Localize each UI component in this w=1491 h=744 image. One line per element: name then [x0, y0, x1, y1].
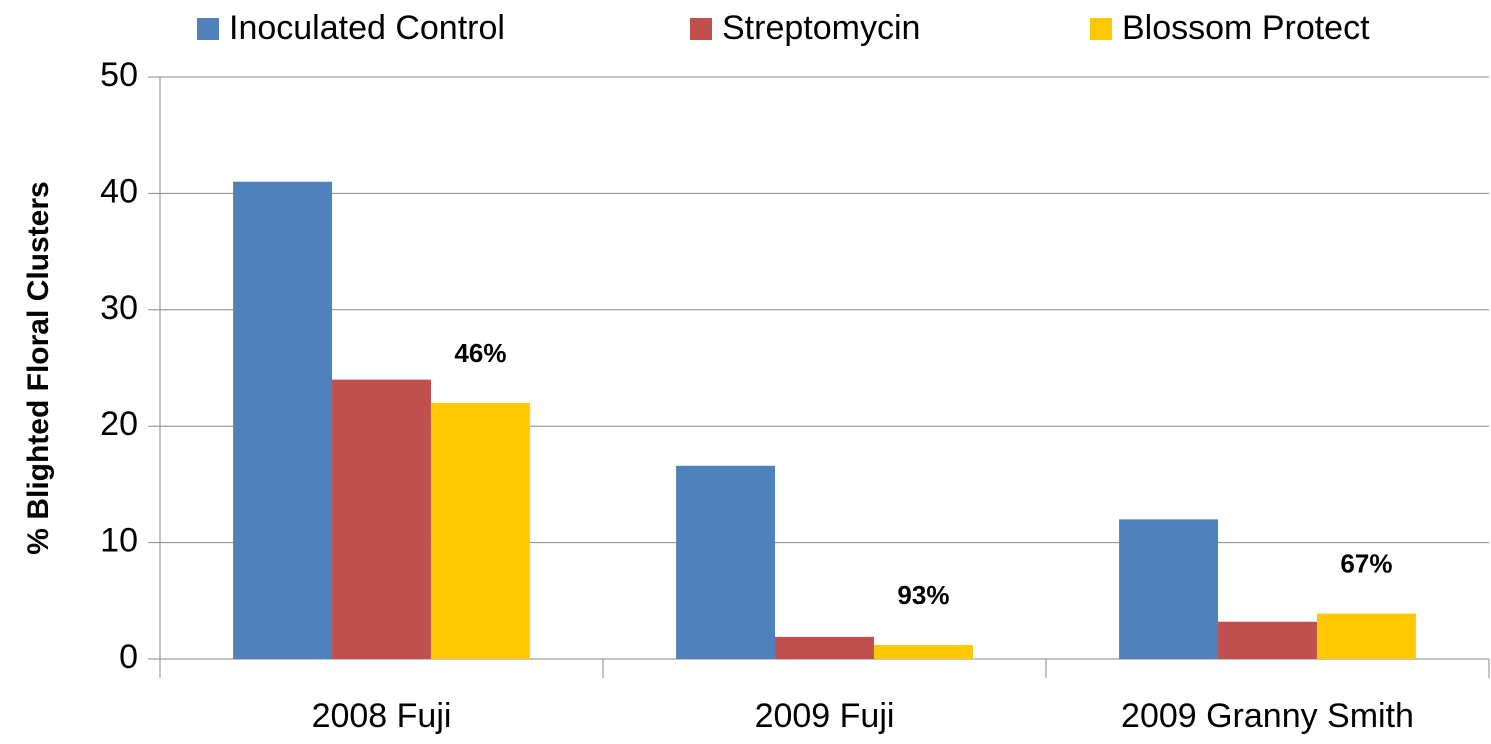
bar	[430, 402, 530, 659]
bar	[676, 465, 776, 659]
legend-label: Streptomycin	[722, 9, 920, 47]
y-tick-label: 20	[100, 405, 138, 443]
bar	[775, 636, 874, 659]
x-tick-label: 2009 Fuji	[755, 697, 895, 735]
annotation: 67%	[1340, 548, 1392, 578]
legend-swatch	[197, 18, 219, 40]
x-tick-label: 2008 Fuji	[312, 697, 452, 735]
bar	[1218, 621, 1317, 659]
y-axis-label: % Blighted Floral Clusters	[22, 181, 55, 554]
legend-swatch	[690, 18, 712, 40]
y-tick-label: 50	[100, 56, 138, 94]
legend-label: Inoculated Control	[229, 9, 505, 47]
bar	[1316, 613, 1416, 659]
y-tick-label: 0	[119, 638, 138, 676]
bar	[233, 181, 333, 659]
y-tick-label: 10	[100, 522, 138, 560]
x-tick-label: 2009 Granny Smith	[1121, 697, 1414, 735]
bar	[332, 379, 431, 659]
annotation: 93%	[897, 580, 949, 610]
bar	[1119, 519, 1219, 659]
bar	[873, 645, 973, 659]
y-tick-label: 30	[100, 289, 138, 327]
legend-label: Blossom Protect	[1122, 9, 1370, 47]
y-tick-label: 40	[100, 172, 138, 210]
legend-swatch	[1090, 18, 1112, 40]
annotation: 46%	[454, 338, 506, 368]
